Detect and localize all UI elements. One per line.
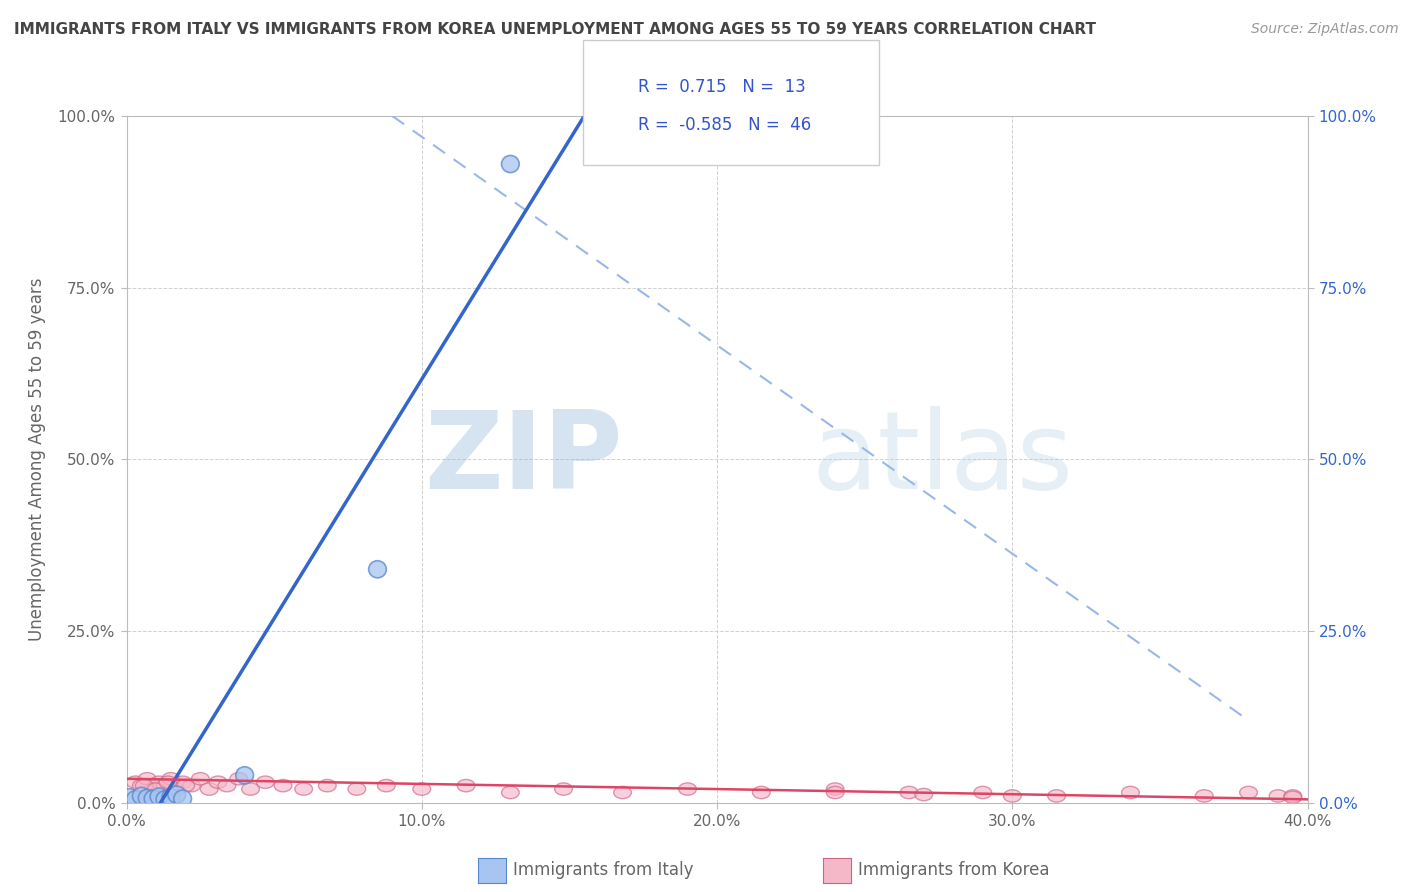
Ellipse shape bbox=[218, 780, 236, 792]
Ellipse shape bbox=[174, 776, 191, 789]
Ellipse shape bbox=[145, 790, 162, 807]
Ellipse shape bbox=[349, 783, 366, 796]
Ellipse shape bbox=[121, 789, 138, 805]
Ellipse shape bbox=[256, 776, 274, 789]
Ellipse shape bbox=[974, 787, 991, 798]
Ellipse shape bbox=[229, 772, 247, 785]
Ellipse shape bbox=[457, 780, 475, 792]
Ellipse shape bbox=[679, 783, 696, 796]
Ellipse shape bbox=[191, 772, 209, 785]
Ellipse shape bbox=[827, 783, 844, 796]
Ellipse shape bbox=[242, 783, 259, 796]
Ellipse shape bbox=[274, 780, 292, 792]
Text: atlas: atlas bbox=[811, 407, 1074, 512]
Ellipse shape bbox=[138, 789, 156, 806]
Ellipse shape bbox=[162, 772, 180, 785]
Ellipse shape bbox=[135, 780, 153, 792]
Ellipse shape bbox=[150, 776, 167, 789]
Ellipse shape bbox=[167, 783, 186, 796]
Ellipse shape bbox=[502, 787, 519, 798]
Ellipse shape bbox=[156, 780, 174, 792]
Ellipse shape bbox=[162, 789, 180, 805]
Ellipse shape bbox=[167, 786, 186, 803]
Ellipse shape bbox=[900, 787, 918, 798]
Ellipse shape bbox=[138, 772, 156, 785]
Ellipse shape bbox=[209, 776, 226, 789]
Ellipse shape bbox=[1270, 789, 1286, 802]
Ellipse shape bbox=[318, 780, 336, 792]
Ellipse shape bbox=[1284, 791, 1302, 804]
Ellipse shape bbox=[915, 789, 932, 801]
Ellipse shape bbox=[1240, 787, 1257, 798]
Text: Immigrants from Italy: Immigrants from Italy bbox=[513, 861, 693, 879]
Ellipse shape bbox=[1047, 789, 1066, 802]
Ellipse shape bbox=[377, 780, 395, 792]
Ellipse shape bbox=[502, 155, 519, 173]
Ellipse shape bbox=[132, 788, 150, 805]
Ellipse shape bbox=[413, 783, 430, 796]
Text: IMMIGRANTS FROM ITALY VS IMMIGRANTS FROM KOREA UNEMPLOYMENT AMONG AGES 55 TO 59 : IMMIGRANTS FROM ITALY VS IMMIGRANTS FROM… bbox=[14, 22, 1097, 37]
Text: Source: ZipAtlas.com: Source: ZipAtlas.com bbox=[1251, 22, 1399, 37]
Ellipse shape bbox=[159, 776, 177, 789]
Ellipse shape bbox=[183, 780, 200, 792]
Ellipse shape bbox=[145, 783, 162, 796]
Ellipse shape bbox=[368, 561, 387, 578]
Ellipse shape bbox=[174, 790, 191, 807]
Ellipse shape bbox=[132, 780, 150, 792]
Y-axis label: Unemployment Among Ages 55 to 59 years: Unemployment Among Ages 55 to 59 years bbox=[28, 277, 46, 641]
Ellipse shape bbox=[177, 780, 194, 792]
Ellipse shape bbox=[150, 788, 167, 805]
Ellipse shape bbox=[614, 787, 631, 798]
Text: Immigrants from Korea: Immigrants from Korea bbox=[858, 861, 1049, 879]
Text: R =  -0.585   N =  46: R = -0.585 N = 46 bbox=[638, 116, 811, 134]
Ellipse shape bbox=[752, 787, 770, 798]
Ellipse shape bbox=[1122, 787, 1139, 798]
Ellipse shape bbox=[236, 767, 253, 784]
Ellipse shape bbox=[1195, 789, 1213, 802]
Text: ZIP: ZIP bbox=[425, 407, 623, 512]
Text: R =  0.715   N =  13: R = 0.715 N = 13 bbox=[638, 78, 806, 95]
Ellipse shape bbox=[827, 787, 844, 798]
Ellipse shape bbox=[1284, 789, 1302, 802]
Ellipse shape bbox=[127, 791, 145, 808]
Ellipse shape bbox=[1004, 789, 1021, 802]
Ellipse shape bbox=[554, 783, 572, 796]
Ellipse shape bbox=[295, 783, 312, 796]
Ellipse shape bbox=[200, 783, 218, 796]
Ellipse shape bbox=[156, 791, 174, 808]
Ellipse shape bbox=[148, 783, 165, 796]
Ellipse shape bbox=[127, 776, 145, 789]
